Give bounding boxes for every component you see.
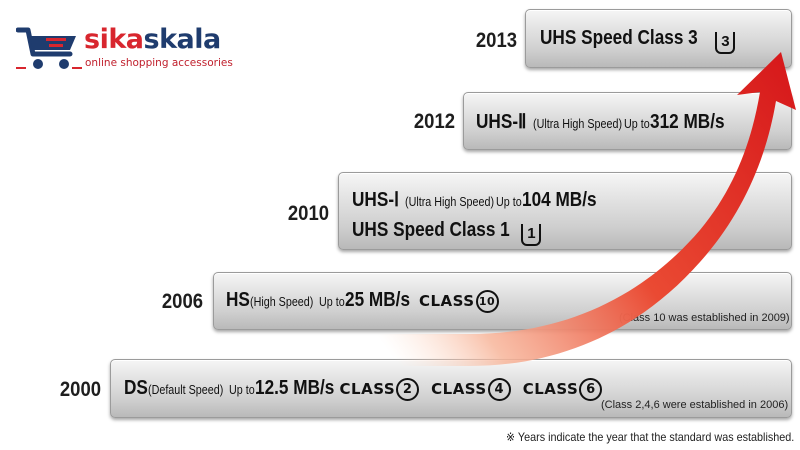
- class-2-4-6-note: (Class 2,4,6 were established in 2006): [601, 399, 789, 411]
- logo-name-part2: skala: [143, 24, 222, 55]
- shopping-cart-icon: [16, 27, 82, 69]
- class-10-icon: 10: [475, 289, 499, 313]
- class-2-logo: CLASS 2: [339, 377, 420, 401]
- uhs-i-speed-prefix: Up to: [496, 195, 523, 209]
- class-2-word: CLASS: [339, 380, 396, 398]
- class-10-note: (Class 10 was established in 2009): [619, 312, 790, 324]
- class-4-logo: CLASS 4: [431, 377, 511, 401]
- hs-speed: 25 MB/s: [345, 289, 411, 311]
- uhs-speed-class-1-label: UHS Speed Class 1: [352, 219, 510, 241]
- standard-row-2010-line1: UHS-Ⅰ (Ultra High Speed) Up to 104 MB/s: [352, 187, 609, 212]
- year-label-2000: 2000: [59, 378, 101, 401]
- class-6-icon: 6: [579, 377, 603, 401]
- ds-full-name: (Default Speed): [147, 383, 224, 397]
- class-10-word: CLASS: [418, 292, 475, 310]
- standard-row-2006: HS (High Speed) Up to 25 MB/s CLASS 10: [226, 289, 499, 313]
- year-label-2010: 2010: [287, 202, 329, 225]
- uhs-speed-class-3-icon: 3: [715, 32, 736, 54]
- hs-speed-prefix: Up to: [319, 295, 346, 309]
- logo-wordmark: sikaskala: [84, 26, 221, 53]
- standard-row-2013: UHS Speed Class 3 3: [540, 27, 736, 54]
- uhs-i-speed: 104 MB/s: [522, 189, 597, 211]
- class-2-icon: 2: [396, 377, 420, 401]
- standard-row-2000: DS (Default Speed) Up to 12.5 MB/s CLASS…: [124, 377, 603, 401]
- footnote-text: ※ Years indicate the year that the stand…: [505, 430, 794, 444]
- class-4-word: CLASS: [431, 380, 487, 398]
- standard-row-2012: UHS-Ⅱ (Ultra High Speed) Up to 312 MB/s: [476, 109, 737, 134]
- ds-name: DS: [124, 377, 148, 399]
- class-4-icon: 4: [487, 377, 511, 401]
- logo-name-part1: sika: [84, 24, 144, 55]
- uhs-speed-class-3-label: UHS Speed Class 3: [540, 27, 698, 49]
- sikaskala-logo[interactable]: sikaskala online shopping accessories: [16, 20, 246, 80]
- uhs-ii-name: UHS-Ⅱ: [476, 111, 527, 133]
- year-label-2013: 2013: [475, 29, 517, 52]
- standard-bar-2000: [110, 359, 792, 418]
- uhs-i-full-name: (Ultra High Speed): [404, 195, 494, 209]
- hs-name: HS: [226, 289, 250, 311]
- hs-full-name: (High Speed): [249, 295, 314, 309]
- class-10-logo: CLASS 10: [418, 289, 499, 313]
- uhs-ii-full-name: (Ultra High Speed): [532, 117, 622, 131]
- standard-row-2010-line2: UHS Speed Class 1 1: [352, 219, 542, 246]
- logo-tagline: online shopping accessories: [85, 57, 233, 69]
- uhs-ii-speed: 312 MB/s: [650, 111, 725, 133]
- class-6-logo: CLASS 6: [522, 377, 603, 401]
- uhs-ii-speed-prefix: Up to: [624, 117, 650, 131]
- year-label-2012: 2012: [413, 110, 455, 133]
- footnote: ※ Years indicate the year that the stand…: [474, 430, 794, 444]
- ds-speed-prefix: Up to: [229, 383, 256, 397]
- class-6-word: CLASS: [522, 380, 579, 398]
- uhs-i-name: UHS-Ⅰ: [352, 189, 400, 211]
- uhs-speed-class-1-icon: 1: [521, 224, 542, 246]
- ds-speed: 12.5 MB/s: [255, 377, 335, 399]
- year-label-2006: 2006: [161, 290, 203, 313]
